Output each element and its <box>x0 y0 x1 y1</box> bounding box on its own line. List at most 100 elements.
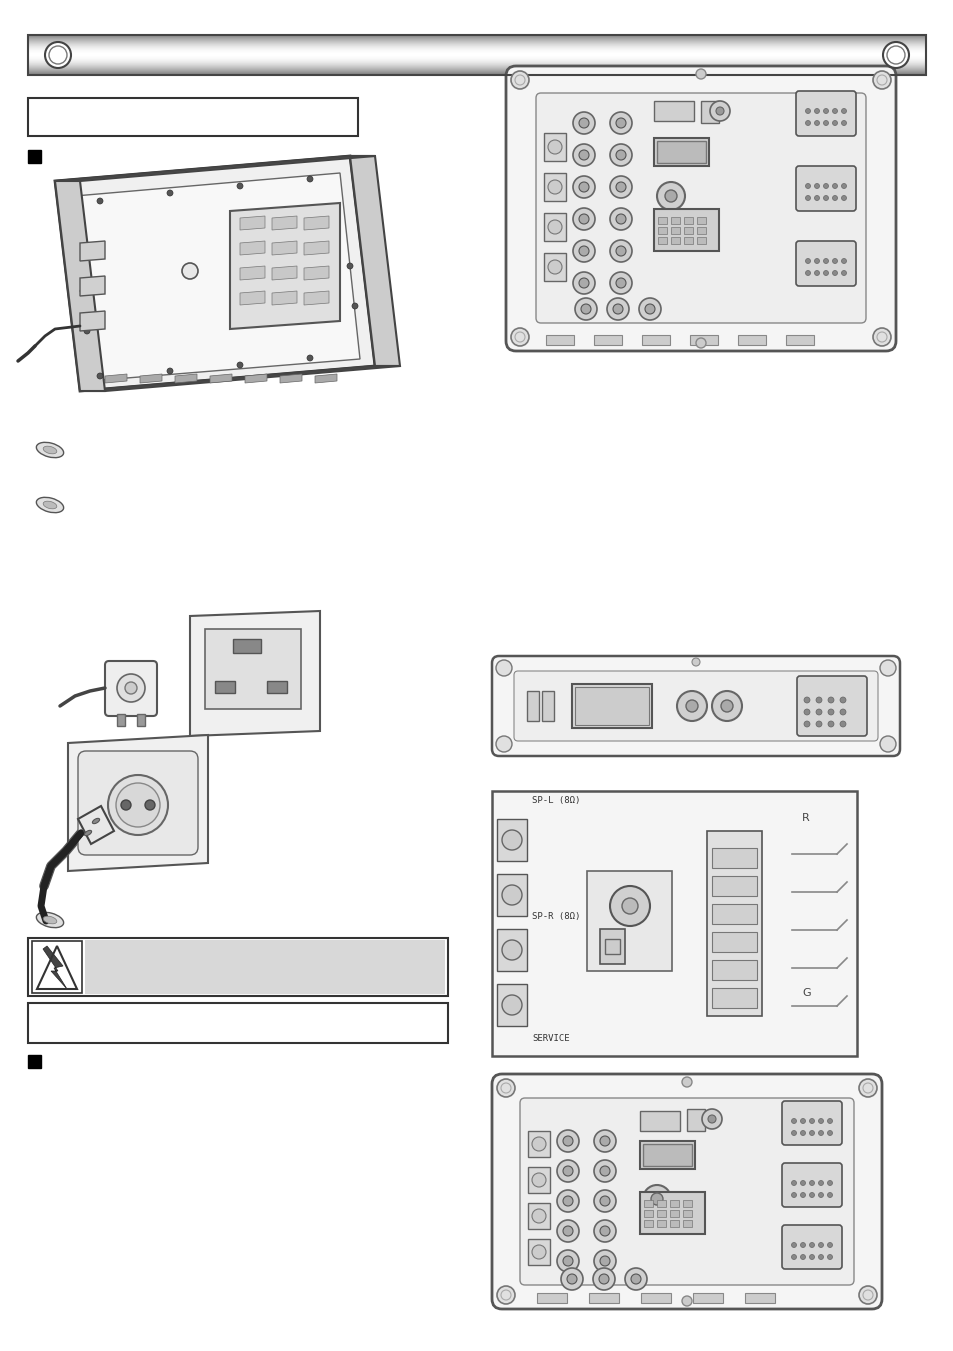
Circle shape <box>609 112 631 134</box>
Bar <box>654 101 693 122</box>
Bar <box>541 690 554 721</box>
Circle shape <box>501 830 521 850</box>
Bar <box>658 236 666 245</box>
Circle shape <box>501 994 521 1015</box>
Circle shape <box>547 180 561 195</box>
Circle shape <box>804 196 810 200</box>
Text: SP-R (8Ω): SP-R (8Ω) <box>532 912 579 921</box>
Circle shape <box>624 1269 646 1290</box>
Polygon shape <box>350 155 399 366</box>
Polygon shape <box>245 374 267 382</box>
Bar <box>526 690 538 721</box>
Bar <box>689 335 718 345</box>
Bar <box>711 904 757 924</box>
Circle shape <box>791 1243 796 1247</box>
Circle shape <box>814 108 819 113</box>
Bar <box>639 1142 695 1169</box>
Circle shape <box>573 272 595 295</box>
Circle shape <box>599 1256 609 1266</box>
Polygon shape <box>304 290 329 305</box>
Bar <box>744 1293 774 1302</box>
Bar <box>641 335 669 345</box>
Circle shape <box>657 182 684 209</box>
Circle shape <box>547 220 561 234</box>
FancyBboxPatch shape <box>795 240 855 286</box>
Circle shape <box>804 184 810 189</box>
Bar <box>654 138 708 166</box>
Circle shape <box>696 338 705 349</box>
Circle shape <box>501 940 521 961</box>
Polygon shape <box>314 374 336 382</box>
Circle shape <box>621 898 638 915</box>
Circle shape <box>822 196 827 200</box>
Circle shape <box>616 118 625 128</box>
FancyBboxPatch shape <box>795 166 855 211</box>
Circle shape <box>809 1193 814 1197</box>
Bar <box>543 132 565 161</box>
Circle shape <box>562 1136 573 1146</box>
Circle shape <box>630 1274 640 1283</box>
Polygon shape <box>55 181 105 390</box>
Bar <box>28 35 925 76</box>
FancyBboxPatch shape <box>505 66 895 351</box>
Polygon shape <box>240 266 265 280</box>
Polygon shape <box>272 216 296 230</box>
FancyBboxPatch shape <box>492 1074 882 1309</box>
Polygon shape <box>55 155 375 390</box>
Bar <box>700 101 719 123</box>
Circle shape <box>840 721 845 727</box>
Bar <box>28 150 41 163</box>
Ellipse shape <box>43 446 57 454</box>
Bar <box>682 1220 691 1227</box>
Circle shape <box>814 196 819 200</box>
Circle shape <box>236 362 243 367</box>
Bar <box>683 236 692 245</box>
Bar <box>28 99 357 136</box>
Circle shape <box>827 709 833 715</box>
Polygon shape <box>272 266 296 280</box>
Circle shape <box>578 182 588 192</box>
FancyBboxPatch shape <box>536 93 865 323</box>
Text: SP-L (8Ω): SP-L (8Ω) <box>532 796 579 805</box>
Polygon shape <box>240 290 265 305</box>
Bar <box>594 335 621 345</box>
Polygon shape <box>240 240 265 255</box>
Bar <box>643 1210 652 1217</box>
Circle shape <box>352 303 357 309</box>
Circle shape <box>841 258 845 263</box>
Circle shape <box>685 700 698 712</box>
Circle shape <box>818 1181 822 1185</box>
Circle shape <box>701 1109 721 1129</box>
Bar <box>28 1002 448 1043</box>
Circle shape <box>800 1193 804 1197</box>
Polygon shape <box>80 276 105 296</box>
Polygon shape <box>43 946 67 989</box>
Circle shape <box>791 1181 796 1185</box>
Circle shape <box>609 272 631 295</box>
Bar <box>686 1109 704 1131</box>
Circle shape <box>815 697 821 703</box>
Circle shape <box>822 184 827 189</box>
Bar <box>527 1167 550 1193</box>
Bar <box>642 1144 691 1166</box>
Circle shape <box>616 182 625 192</box>
Circle shape <box>707 1115 716 1123</box>
FancyBboxPatch shape <box>796 676 866 736</box>
Circle shape <box>511 328 529 346</box>
Circle shape <box>872 328 890 346</box>
Circle shape <box>511 72 529 89</box>
Circle shape <box>815 709 821 715</box>
Circle shape <box>804 108 810 113</box>
Circle shape <box>642 1185 670 1213</box>
Polygon shape <box>105 374 127 382</box>
Circle shape <box>609 208 631 230</box>
FancyBboxPatch shape <box>795 91 855 136</box>
Polygon shape <box>140 374 162 382</box>
Bar <box>669 1200 679 1206</box>
Bar <box>683 218 692 224</box>
Circle shape <box>827 721 833 727</box>
Circle shape <box>609 176 631 199</box>
Circle shape <box>840 697 845 703</box>
Bar <box>711 988 757 1008</box>
Circle shape <box>841 108 845 113</box>
